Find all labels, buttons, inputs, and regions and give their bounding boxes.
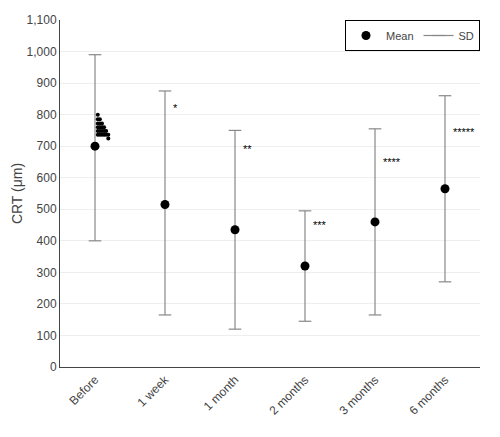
svg-text:*: * [173,102,178,114]
svg-text:0: 0 [50,360,57,374]
svg-text:Mean: Mean [386,30,414,42]
svg-text:1,100: 1,100 [27,13,57,27]
svg-text:500: 500 [37,202,57,216]
svg-text:300: 300 [37,266,57,280]
svg-text:***: *** [313,219,327,231]
svg-text:2 months: 2 months [267,373,312,418]
svg-text:**: ** [243,143,252,155]
svg-text:1 month: 1 month [201,373,242,414]
svg-text:6 months: 6 months [407,373,452,418]
svg-text:****: **** [383,156,401,168]
svg-text:800: 800 [37,108,57,122]
svg-text:200: 200 [37,297,57,311]
svg-text:CRT (μm): CRT (μm) [9,163,25,224]
svg-text:Before: Before [66,373,101,408]
svg-text:1,000: 1,000 [27,45,57,59]
svg-text:600: 600 [37,171,57,185]
svg-text:1 week: 1 week [135,372,172,409]
svg-text:*****: ***** [453,126,475,138]
svg-text:900: 900 [37,76,57,90]
svg-text:3 months: 3 months [337,373,382,418]
svg-text:700: 700 [37,139,57,153]
svg-text:400: 400 [37,234,57,248]
svg-text:100: 100 [37,329,57,343]
svg-text:SD: SD [459,30,474,42]
